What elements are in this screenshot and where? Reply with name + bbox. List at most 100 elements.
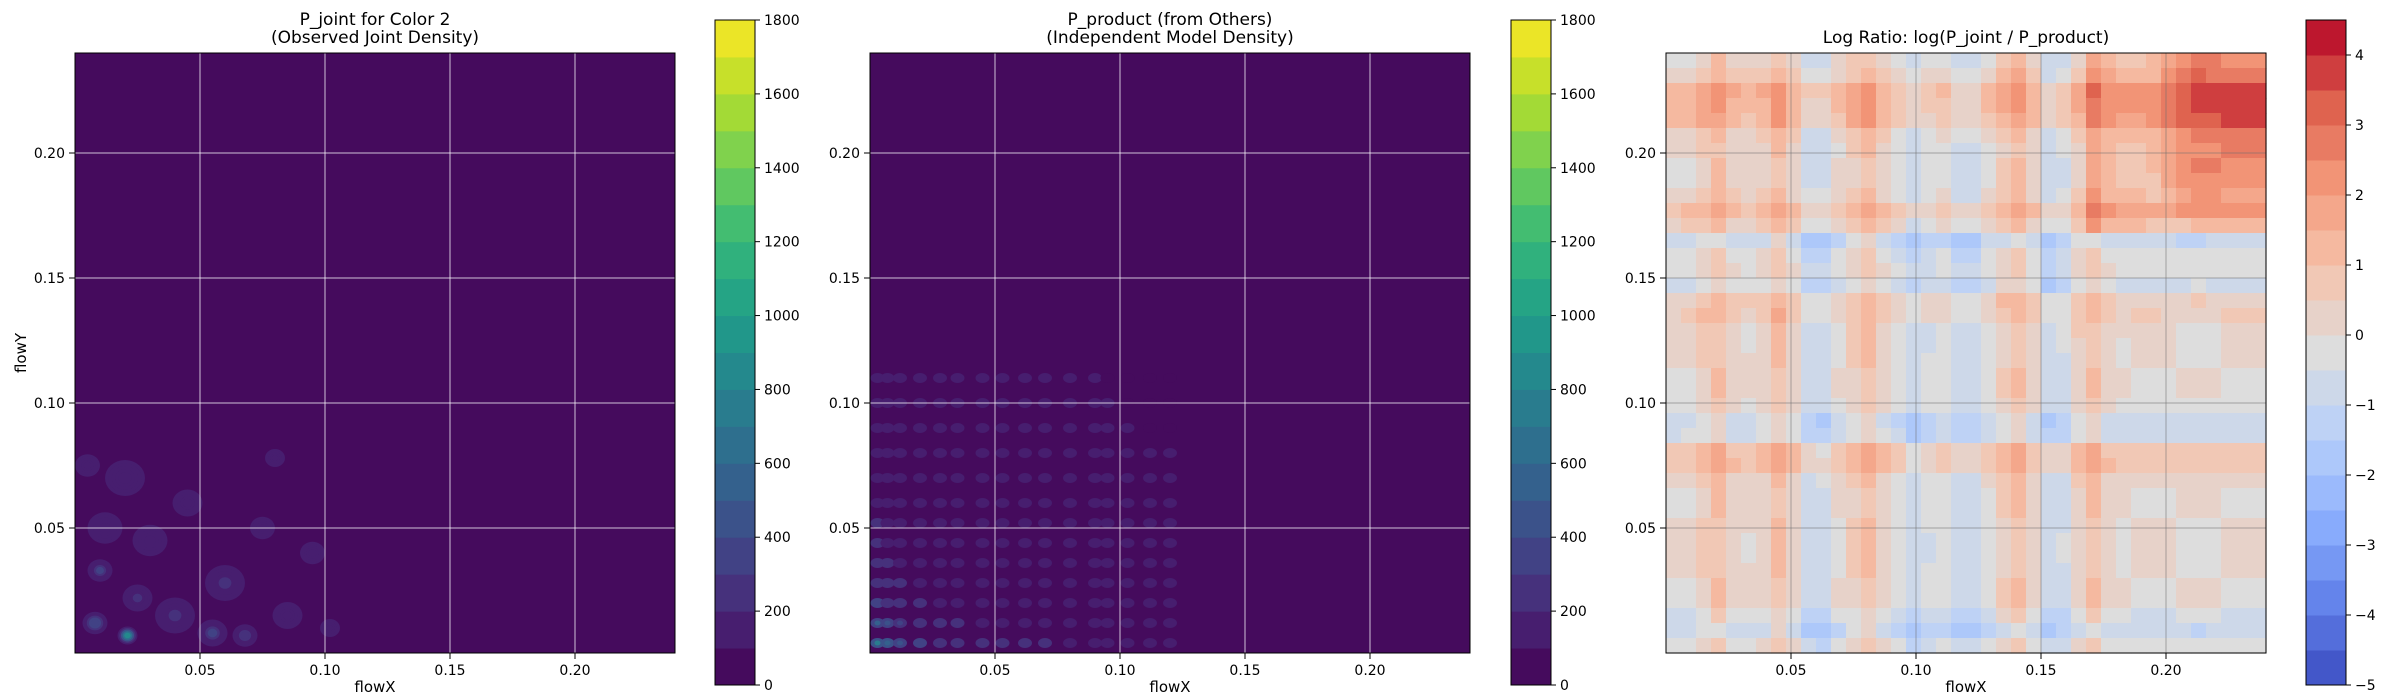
heatmap-cell — [2116, 548, 2132, 564]
heatmap-cell — [1816, 323, 1832, 339]
heatmap-cell — [2251, 338, 2267, 354]
heatmap-cell — [1756, 473, 1772, 489]
heatmap-cell — [1681, 383, 1697, 399]
heatmap-cell — [1846, 518, 1862, 534]
heatmap-cell — [1711, 188, 1727, 204]
heatmap-cell — [2056, 203, 2072, 219]
heatmap-cell — [2191, 143, 2207, 159]
heatmap-cell — [2056, 638, 2072, 654]
heatmap-cell — [2236, 233, 2252, 249]
heatmap-cell — [1996, 278, 2012, 294]
heatmap-cell — [2086, 368, 2102, 384]
heatmap-cell — [2206, 458, 2222, 474]
heatmap-cell — [2176, 578, 2192, 594]
heatmap-cell — [2221, 353, 2237, 369]
colorbar-segment — [715, 241, 755, 280]
heatmap-cell — [1876, 353, 1892, 369]
heatmap-cell — [1861, 383, 1877, 399]
heatmap-cell — [2206, 248, 2222, 264]
heatmap-cell — [1816, 608, 1832, 624]
heatmap-cell — [1966, 593, 1982, 609]
heatmap-cell — [2041, 608, 2057, 624]
heatmap-cell — [2086, 608, 2102, 624]
density-blob — [933, 598, 947, 608]
density-blob — [975, 423, 990, 433]
density-blob — [995, 538, 1010, 548]
heatmap-cell — [1711, 503, 1727, 519]
heatmap-cell — [1921, 263, 1937, 279]
heatmap-cell — [1696, 578, 1712, 594]
heatmap-cell — [2176, 518, 2192, 534]
heatmap-cell — [1666, 608, 1682, 624]
density-blob — [950, 423, 965, 433]
heatmap-cell — [1936, 533, 1952, 549]
heatmap-cell — [2236, 248, 2252, 264]
heatmap-cell — [1996, 638, 2012, 654]
heatmap-cell — [2101, 158, 2117, 174]
heatmap-cell — [2206, 218, 2222, 234]
heatmap-cell — [2071, 398, 2087, 414]
heatmap-cell — [1786, 53, 1802, 69]
heatmap-cell — [1681, 368, 1697, 384]
heatmap-cell — [2236, 53, 2252, 69]
heatmap-cell — [1816, 473, 1832, 489]
heatmap-cell — [2041, 638, 2057, 654]
heatmap-cell — [1741, 353, 1757, 369]
heatmap-cell — [1891, 203, 1907, 219]
heatmap-cell — [1936, 248, 1952, 264]
heatmap-cell — [1711, 308, 1727, 324]
heatmap-cell — [2191, 398, 2207, 414]
heatmap-cell — [1711, 248, 1727, 264]
colorbar-tick-label: 0 — [1560, 678, 1569, 694]
heatmap-cell — [1831, 83, 1847, 99]
heatmap-cell — [2011, 293, 2027, 309]
heatmap-cell — [2026, 173, 2042, 189]
heatmap-cell — [2011, 203, 2027, 219]
heatmap-cell — [1711, 368, 1727, 384]
heatmap-cell — [1696, 458, 1712, 474]
heatmap-cell — [1816, 128, 1832, 144]
heatmap-cell — [2146, 623, 2162, 639]
heatmap-cell — [1951, 383, 1967, 399]
heatmap-cell — [1666, 413, 1682, 429]
density-blob — [995, 598, 1010, 608]
heatmap-cell — [2086, 143, 2102, 159]
heatmap-cell — [1846, 533, 1862, 549]
heatmap-cell — [1966, 188, 1982, 204]
heatmap-cell — [1666, 83, 1682, 99]
heatmap-cell — [1966, 218, 1982, 234]
heatmap-cell — [1951, 623, 1967, 639]
heatmap-cell — [2251, 443, 2267, 459]
heatmap-cell — [2101, 188, 2117, 204]
heatmap-cell — [2176, 638, 2192, 654]
heatmap-cell — [2146, 578, 2162, 594]
heatmap-cell — [2056, 323, 2072, 339]
density-blob — [893, 373, 907, 383]
heatmap-cell — [2116, 563, 2132, 579]
heatmap-cell — [1801, 188, 1817, 204]
heatmap-cell — [1936, 98, 1952, 114]
heatmap-cell — [1981, 308, 1997, 324]
heatmap-cell — [1951, 503, 1967, 519]
heatmap-cell — [1846, 578, 1862, 594]
heatmap-cell — [1816, 248, 1832, 264]
heatmap-cell — [1681, 593, 1697, 609]
density-blob — [975, 558, 990, 568]
density-blob — [1163, 578, 1177, 588]
heatmap-cell — [2041, 158, 2057, 174]
density-blob — [1100, 578, 1115, 588]
heatmap-cell — [2251, 233, 2267, 249]
heatmap-cell — [2251, 218, 2267, 234]
heatmap-cell — [1666, 188, 1682, 204]
heatmap-cell — [2251, 248, 2267, 264]
heatmap-cell — [1936, 293, 1952, 309]
heatmap-cell — [1816, 443, 1832, 459]
heatmap-cell — [1936, 353, 1952, 369]
heatmap-cell — [1846, 593, 1862, 609]
heatmap-cell — [2161, 488, 2177, 504]
heatmap-cell — [1936, 518, 1952, 534]
heatmap-cell — [1741, 68, 1757, 84]
density-blob — [870, 423, 885, 433]
heatmap-cell — [2026, 638, 2042, 654]
